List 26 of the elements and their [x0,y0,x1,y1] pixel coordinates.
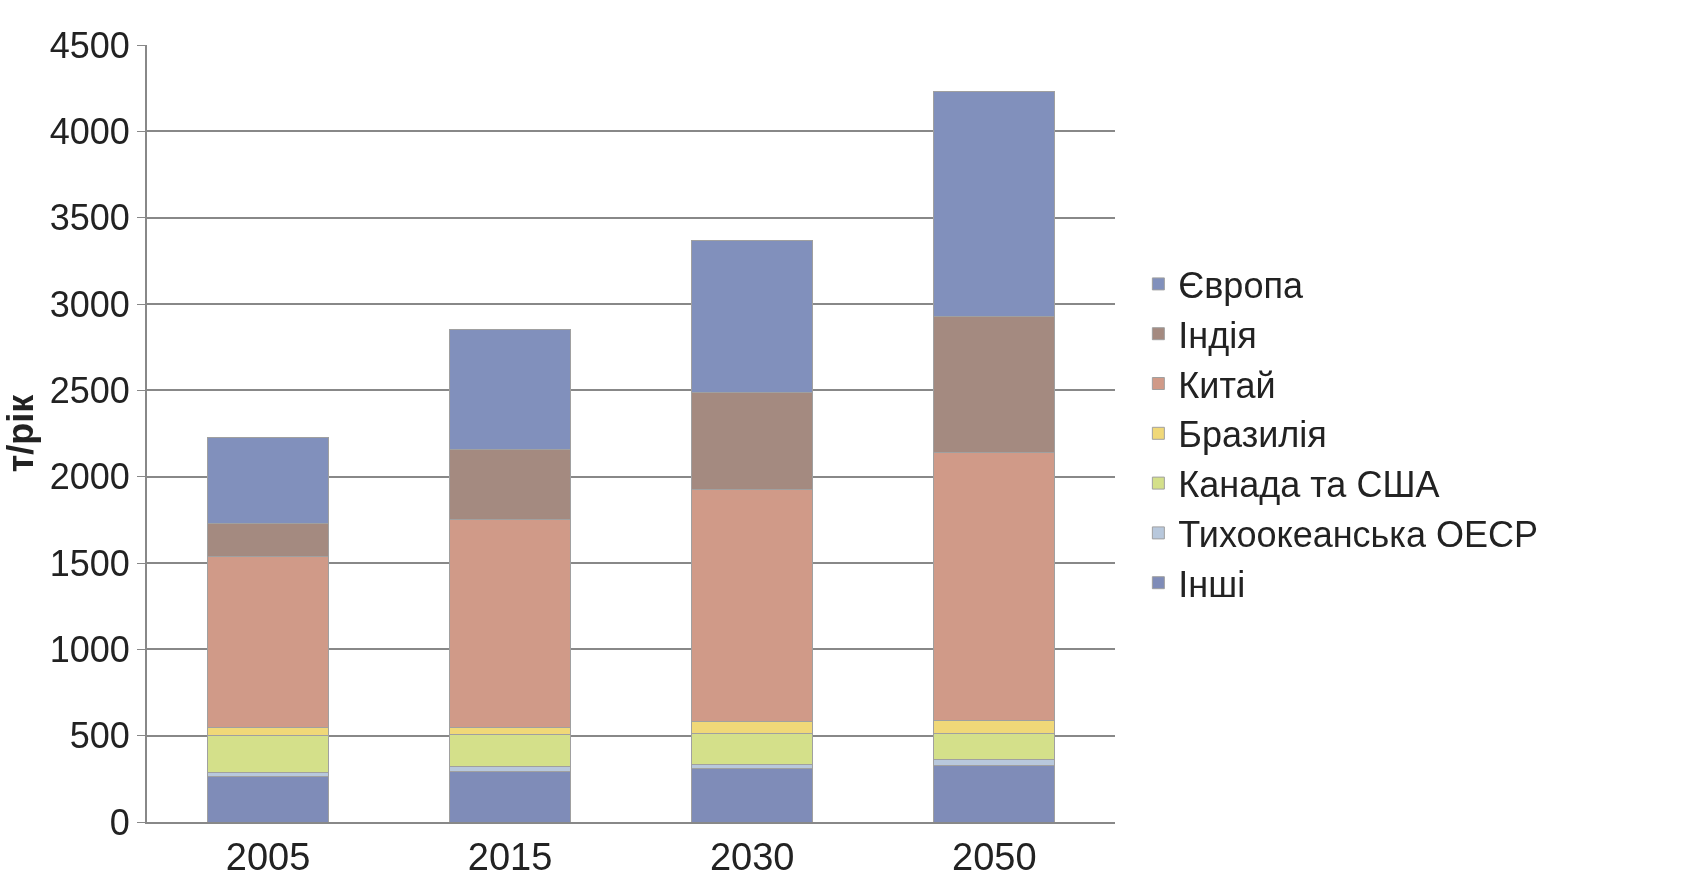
bar [933,764,1056,822]
y-tick-label: 4000 [49,110,130,152]
bar [449,770,572,822]
legend-label: Бразилія [1178,414,1327,456]
legend-label: Індія [1178,314,1257,356]
y-tick-label: 500 [69,715,130,757]
y-tick-label: 3000 [49,283,130,325]
legend-label: Канада та США [1178,464,1440,506]
bar [207,775,330,822]
legend-label: Європа [1178,264,1304,306]
y-tick-label: 3500 [49,197,130,239]
x-tick-label: 2005 [225,835,311,878]
x-tick-label: 2030 [709,835,795,878]
legend-label: Тихоокеанська ОЕСР [1178,513,1538,555]
y-tick-label: 2500 [49,369,130,411]
y-tick-label: 2000 [49,456,130,498]
x-tick-label: 2015 [467,835,553,878]
y-tick-label: 1000 [49,628,130,670]
bar [691,767,814,822]
y-tick-label: 4500 [49,24,130,66]
y-tick-label: 0 [109,801,130,843]
x-tick-label: 2050 [952,835,1037,878]
y-axis-title: т/рік [0,393,41,473]
legend-label: Інші [1178,563,1246,605]
y-tick-label: 1500 [49,542,130,584]
legend-label: Китай [1178,364,1276,406]
